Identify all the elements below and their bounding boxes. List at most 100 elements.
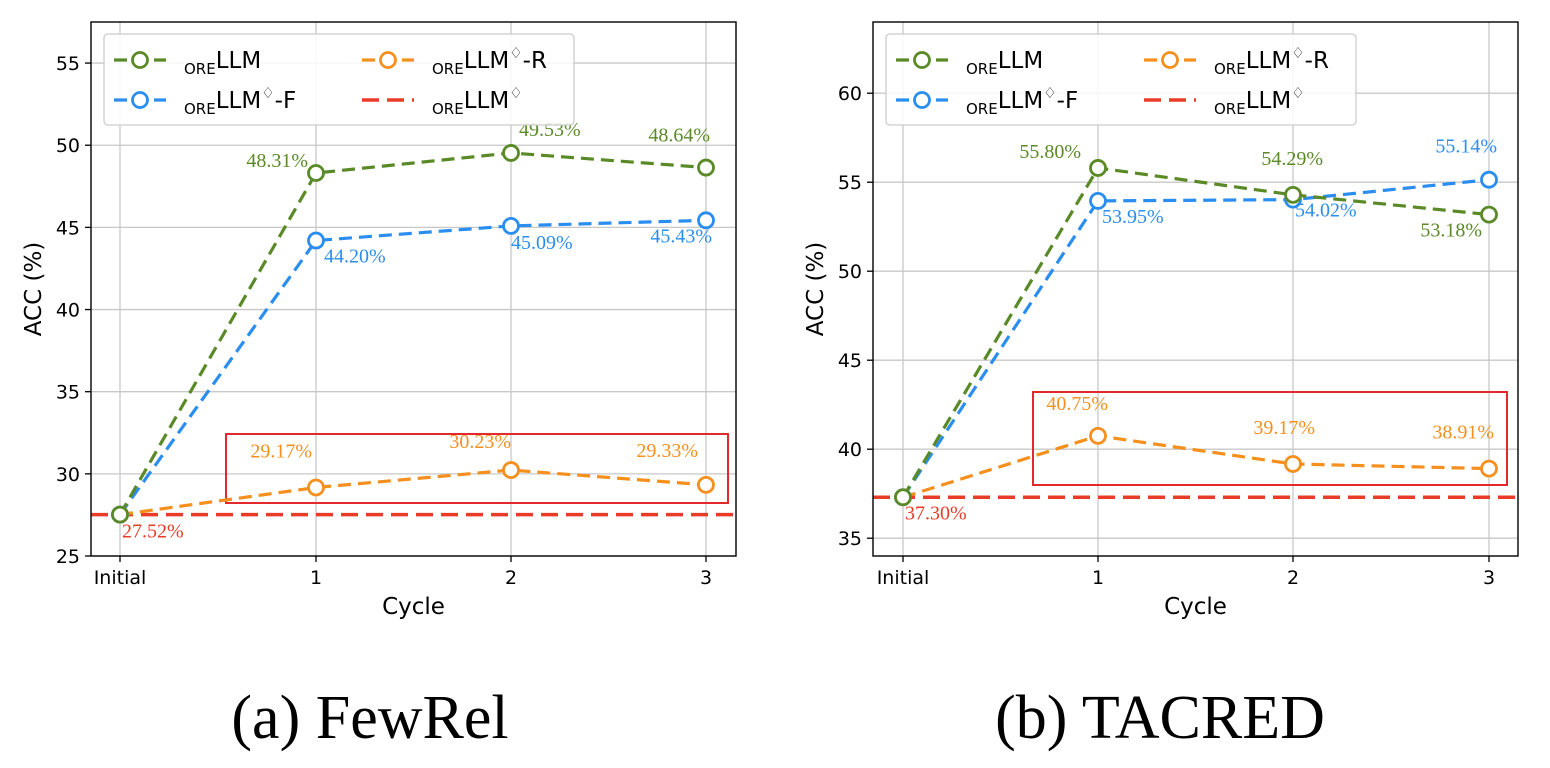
data-label-orange-2: 39.17% [1253,417,1315,439]
x-tick-label-2: 2 [1287,567,1299,589]
legend-main: LLM [216,48,261,74]
marker-orange-3 [697,475,715,494]
data-label-orange-3: 29.33% [636,440,698,462]
x-tick-label-1: 1 [1092,567,1104,589]
highlight-box [225,433,729,504]
marker-green-2 [1284,185,1302,204]
caption: (a) FewRel [231,684,508,752]
data-label-blue-3: 45.43% [650,225,712,247]
marker-orange-2 [502,461,520,479]
legend-label-1: ORELLM♢-R [432,44,547,78]
legend-marker-0 [131,51,149,69]
legend-sup: ♢ [1291,84,1304,102]
series-line-orange [902,434,1490,499]
legend-marker-2 [913,91,931,109]
legend-marker-0 [913,51,931,69]
y-tick-label-25: 25 [56,546,80,568]
marker-green-1 [307,164,325,182]
panel-tacred: 55.80% 54.29% 53.18% 53.95% 54.02% 55.14% 40.7… [803,21,1519,752]
legend-main: LLM [464,48,509,74]
highlight-box [1032,391,1508,486]
marker-blue-2 [502,217,520,235]
legend-box [103,33,575,126]
legend-sup: ♢ [261,84,274,102]
marker-orange-1 [307,478,325,497]
y-tick-label-40: 40 [838,439,862,461]
x-tick-label-1: 1 [310,567,322,589]
legend-main: LLM [998,48,1043,74]
data-label-green-2: 54.29% [1261,148,1323,170]
series-line-orange [119,468,707,517]
data-label-blue-2: 54.02% [1295,200,1357,222]
marker-green-3 [1480,205,1498,224]
legend-main: LLM [464,88,509,114]
y-tick-label-55: 55 [56,53,80,75]
legend-sub: ORE [966,60,998,78]
marker-blue-1 [307,231,325,250]
marker-orange-1 [1089,426,1107,445]
legend-marker-1 [1161,51,1179,69]
data-label-green-3: 53.18% [1420,220,1482,242]
x-tick-label-3: 3 [1483,567,1495,589]
axes-frame [872,21,1519,557]
y-tick-label-60: 60 [838,83,862,105]
legend-tail: -F [275,88,297,114]
legend-sub: ORE [432,100,464,118]
data-label-green-3: 48.64% [648,125,710,147]
legend-sub: ORE [432,60,464,78]
legend-main: LLM [998,88,1043,114]
data-label-green-1: 55.80% [1019,141,1081,163]
legend-label-2: ORELLM♢-F [966,84,1078,118]
legend-sup: ♢ [509,84,522,102]
legend-main: LLM [1246,48,1291,74]
legend-sub: ORE [1214,60,1246,78]
data-label-orange-1: 40.75% [1046,393,1108,415]
marker-green-0 [894,488,912,507]
data-label-orange-1: 29.17% [250,440,312,462]
legend-sup: ♢ [1291,44,1304,62]
marker-green-1 [1089,159,1107,177]
legend-sub: ORE [184,60,216,78]
legend-tail: -R [523,48,547,74]
x-tick-label-3: 3 [700,567,712,589]
x-tick-label-0: Initial [877,567,930,589]
x-tick-label-0: Initial [94,567,147,589]
data-label-blue-2: 45.09% [511,232,573,254]
y-tick-label-50: 50 [838,261,862,283]
x-tick-label-2: 2 [505,567,517,589]
legend-sub: ORE [184,100,216,118]
series-line-blue [118,218,707,516]
data-label-blue-1: 53.95% [1102,206,1164,228]
x-axis-label: Cycle [382,594,445,620]
y-tick-label-30: 30 [56,464,80,486]
legend-tail: -R [1305,48,1329,74]
series-line-blue [901,178,1490,499]
legend-sub: ORE [1214,100,1246,118]
y-tick-label-35: 35 [56,382,80,404]
legend-label-1: ORELLM♢-R [1214,44,1329,78]
data-label-baseline: 37.30% [905,502,967,524]
marker-orange-2 [1284,455,1302,473]
axes-frame [90,21,737,557]
series-line-green [118,151,707,516]
legend-label-2: ORELLM♢-F [184,84,296,118]
marker-green-3 [697,158,715,177]
caption: (b) TACRED [995,684,1325,752]
legend-label-3: ORELLM♢ [1214,84,1305,118]
legend-label-3: ORELLM♢ [432,84,523,118]
y-axis-label: ACC (%) [803,242,829,337]
y-tick-label-55: 55 [838,172,862,194]
marker-green-2 [502,144,520,162]
data-label-baseline: 27.52% [122,521,184,543]
marker-blue-3 [697,211,715,230]
y-tick-label-45: 45 [838,350,862,372]
data-label-orange-3: 38.91% [1432,422,1494,444]
marker-blue-3 [1480,170,1498,189]
marker-orange-3 [1480,459,1498,478]
data-label-green-1: 48.31% [246,150,308,172]
legend-main: LLM [1246,88,1291,114]
y-tick-label-45: 45 [56,217,80,239]
y-axis-label: ACC (%) [21,242,47,337]
